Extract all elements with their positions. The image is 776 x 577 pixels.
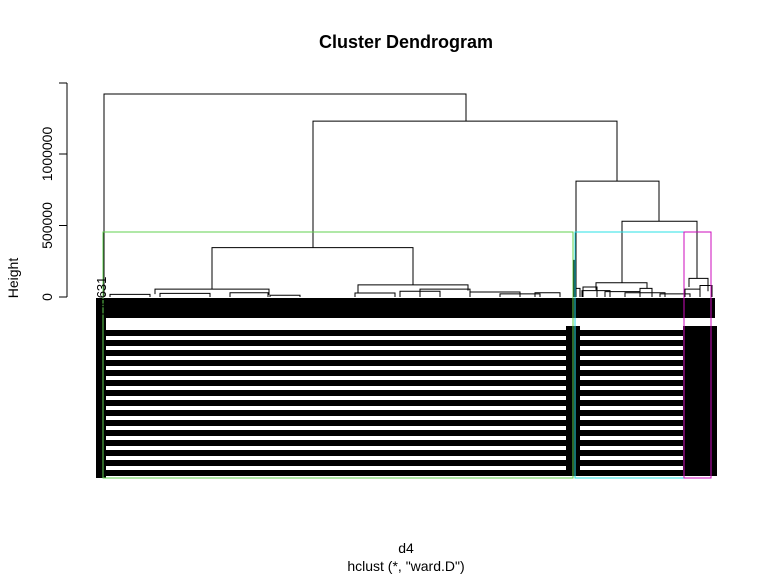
leaf-row (100, 450, 572, 456)
small-merge-9 (534, 292, 561, 297)
leaf-row (580, 410, 715, 416)
leaf-right-column (683, 326, 717, 476)
small-merge-1 (159, 292, 211, 297)
leaf-row (580, 450, 715, 456)
leaf-dense-top (97, 298, 715, 318)
leaf-row (580, 390, 715, 396)
leaf-row (580, 400, 715, 406)
leaf-row (580, 380, 715, 386)
y-ticks: 0 500000 1000000 (39, 82, 67, 301)
leaf-row (100, 410, 572, 416)
leaf-row (100, 440, 572, 446)
merge-right-group (312, 120, 618, 248)
merge-cluster-1 (211, 247, 414, 290)
leaf-row (100, 470, 572, 476)
merge-cluster-1-right (357, 284, 469, 293)
small-merge-2 (229, 292, 269, 297)
small-merge-10 (581, 290, 611, 297)
leaf-row (100, 420, 572, 426)
merge-right-inner (575, 180, 660, 297)
leaf-row (580, 330, 715, 336)
leaf-row (100, 340, 572, 346)
cluster-box-cluster-3 (683, 231, 712, 479)
leaf-row (580, 360, 715, 366)
small-merge-7 (469, 291, 521, 297)
subtitle: hclust (*, "ward.D") (347, 558, 464, 574)
merge-root (103, 93, 467, 297)
small-merge-14 (684, 288, 701, 297)
merge-cluster-3-node (688, 277, 709, 292)
x-axis-label: d4 (398, 540, 414, 556)
small-merge-3 (269, 294, 301, 297)
small-merge-4 (354, 292, 396, 297)
chart-title: Cluster Dendrogram (319, 32, 493, 52)
leaf-row (100, 380, 572, 386)
leaf-row (580, 430, 715, 436)
leaf-row (100, 390, 572, 396)
leaf-row (580, 420, 715, 426)
small-merge-16 (582, 286, 598, 297)
merge-cluster-2-node (595, 282, 648, 290)
leaf-left-column (96, 298, 106, 478)
leaf-row (580, 340, 715, 346)
leaf-row (100, 360, 572, 366)
small-merge-13 (659, 293, 691, 297)
leaf-row (580, 440, 715, 446)
small-merge-0 (109, 293, 151, 297)
leaf-row (100, 370, 572, 376)
merge-right-sub (621, 220, 698, 283)
dendrogram-tree (103, 93, 713, 297)
small-merge-15 (699, 285, 713, 297)
small-merge-6 (419, 288, 471, 297)
y-tick-label-2: 1000000 (39, 127, 55, 182)
leaf-row (100, 460, 572, 466)
leaf-row (580, 470, 715, 476)
small-merge-8 (499, 293, 541, 297)
leaf-row (580, 350, 715, 356)
leaf-label-block (96, 298, 717, 478)
cluster-boxes (102, 231, 712, 479)
leaf-row (100, 330, 572, 336)
y-tick-label-1: 500000 (39, 202, 55, 249)
leaf-row (100, 430, 572, 436)
leaf-label: 556631 (94, 277, 109, 320)
leaf-row (580, 370, 715, 376)
y-axis-label: Height (5, 258, 21, 299)
y-tick-label-0: 0 (39, 293, 55, 301)
merge-cluster-1-left (154, 288, 270, 295)
leaf-row (580, 460, 715, 466)
leaf-row (100, 350, 572, 356)
cluster-box-cluster-1 (102, 231, 574, 479)
small-merge-17 (639, 287, 653, 297)
leaf-row (100, 400, 572, 406)
small-merge-12 (624, 292, 666, 297)
